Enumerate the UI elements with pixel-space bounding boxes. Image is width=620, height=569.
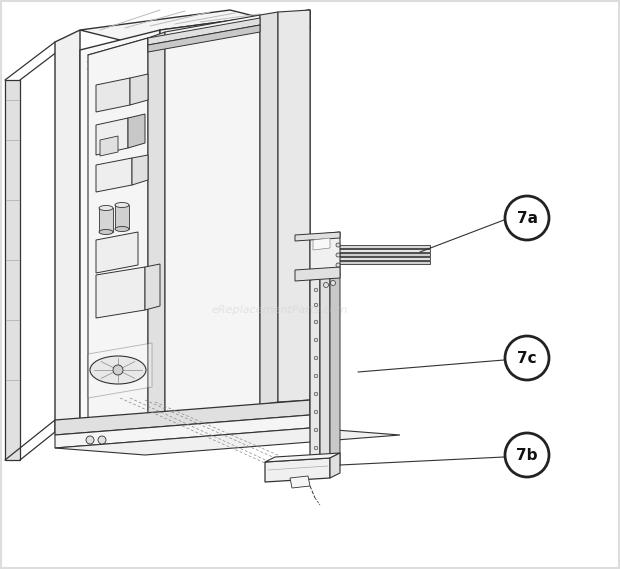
Circle shape xyxy=(330,281,335,286)
Text: eReplacementParts.com: eReplacementParts.com xyxy=(212,305,348,315)
Circle shape xyxy=(314,288,318,292)
Polygon shape xyxy=(260,12,278,405)
Polygon shape xyxy=(148,18,260,45)
Circle shape xyxy=(336,253,340,257)
Polygon shape xyxy=(128,114,145,148)
Polygon shape xyxy=(310,261,430,264)
Circle shape xyxy=(314,303,318,307)
Polygon shape xyxy=(80,10,310,50)
Polygon shape xyxy=(99,208,113,232)
Circle shape xyxy=(314,338,318,342)
Polygon shape xyxy=(310,253,430,256)
Polygon shape xyxy=(310,278,320,472)
Polygon shape xyxy=(96,118,128,155)
Polygon shape xyxy=(295,232,340,241)
Polygon shape xyxy=(145,264,160,310)
Circle shape xyxy=(86,436,94,444)
Polygon shape xyxy=(88,38,148,432)
Circle shape xyxy=(314,374,318,378)
Polygon shape xyxy=(148,25,260,52)
Circle shape xyxy=(505,196,549,240)
Polygon shape xyxy=(165,15,260,412)
Circle shape xyxy=(314,410,318,414)
Polygon shape xyxy=(265,453,340,462)
Polygon shape xyxy=(310,249,430,252)
Polygon shape xyxy=(132,155,148,185)
Ellipse shape xyxy=(99,205,113,211)
Circle shape xyxy=(113,365,123,375)
Circle shape xyxy=(314,446,318,450)
Polygon shape xyxy=(320,276,330,470)
Circle shape xyxy=(505,433,549,477)
Polygon shape xyxy=(80,30,160,440)
Polygon shape xyxy=(5,80,20,460)
Polygon shape xyxy=(88,343,152,398)
Circle shape xyxy=(324,282,329,287)
Polygon shape xyxy=(96,78,130,112)
Polygon shape xyxy=(160,10,310,420)
Polygon shape xyxy=(295,267,340,281)
Circle shape xyxy=(336,263,340,267)
Text: 7a: 7a xyxy=(516,211,538,225)
Circle shape xyxy=(98,436,106,444)
Ellipse shape xyxy=(115,203,129,208)
Circle shape xyxy=(336,243,340,247)
Polygon shape xyxy=(55,428,400,455)
Circle shape xyxy=(314,320,318,324)
Circle shape xyxy=(314,392,318,396)
Polygon shape xyxy=(96,232,138,273)
Polygon shape xyxy=(160,10,310,50)
Polygon shape xyxy=(55,30,80,432)
Polygon shape xyxy=(55,400,310,435)
Circle shape xyxy=(505,336,549,380)
Polygon shape xyxy=(310,245,430,248)
Polygon shape xyxy=(55,415,310,448)
Polygon shape xyxy=(96,158,132,192)
Polygon shape xyxy=(100,136,118,156)
Polygon shape xyxy=(310,257,430,260)
Polygon shape xyxy=(290,476,310,488)
Polygon shape xyxy=(115,205,129,229)
Polygon shape xyxy=(310,232,340,278)
Ellipse shape xyxy=(90,356,146,384)
Text: 7b: 7b xyxy=(516,447,538,463)
Polygon shape xyxy=(265,458,330,482)
Text: 7c: 7c xyxy=(517,351,537,365)
Ellipse shape xyxy=(99,229,113,234)
Polygon shape xyxy=(330,274,340,468)
Polygon shape xyxy=(130,74,148,105)
Polygon shape xyxy=(278,10,310,402)
Ellipse shape xyxy=(115,226,129,232)
Polygon shape xyxy=(96,267,145,318)
Polygon shape xyxy=(148,32,165,418)
Polygon shape xyxy=(330,453,340,478)
Circle shape xyxy=(314,428,318,432)
Circle shape xyxy=(314,356,318,360)
Polygon shape xyxy=(313,238,330,250)
